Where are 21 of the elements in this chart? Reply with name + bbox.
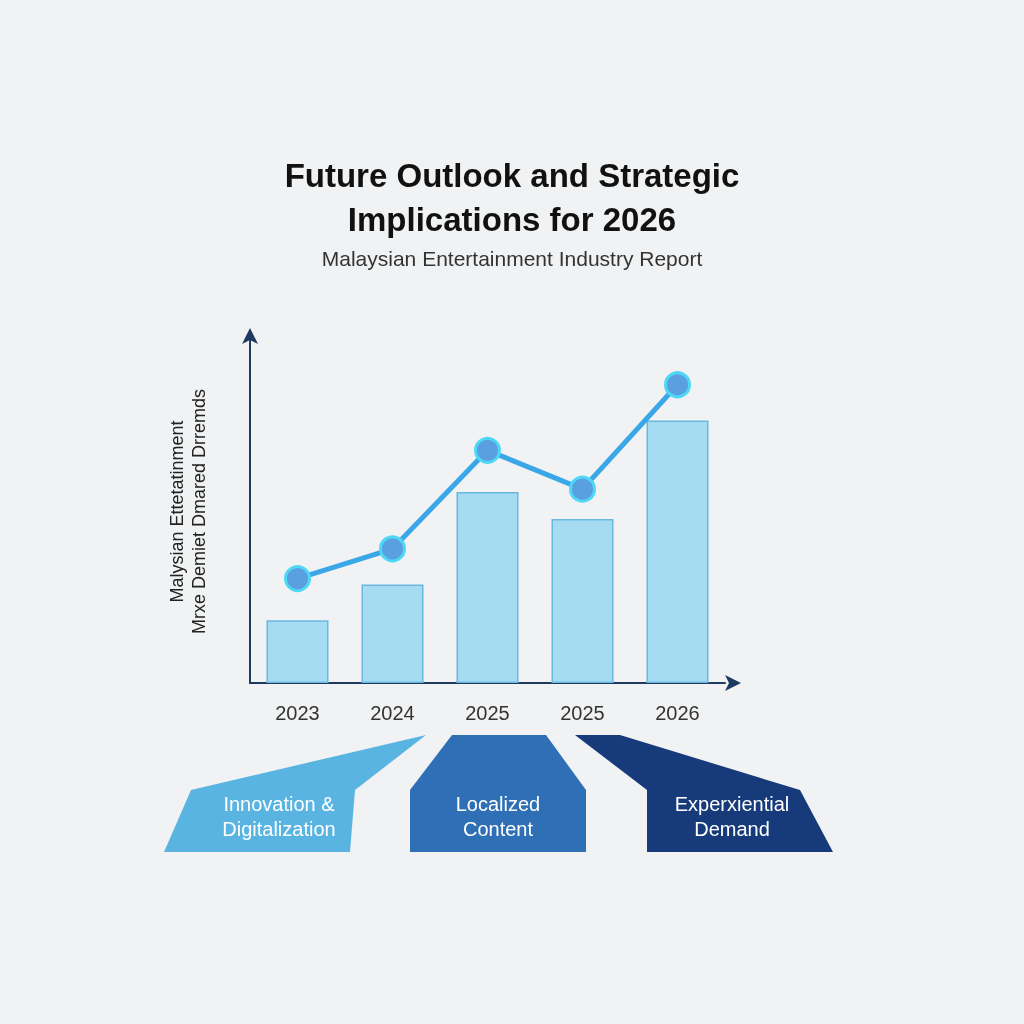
y-axis-title: Malysian Ettetatinment Mrxe Demiet Dmared Drremds: [167, 388, 209, 635]
text: Innovation & Digitalization: [221, 792, 337, 842]
x-tick-label: 2023: [275, 702, 320, 724]
bar: [361, 584, 424, 683]
x-tick-label: 2026: [655, 702, 700, 724]
point: [379, 535, 406, 563]
text: Localized Content: [454, 792, 542, 842]
bar: [456, 492, 519, 683]
point: [284, 565, 311, 593]
x-tick-label: 2025: [465, 702, 510, 724]
bar: [551, 518, 614, 683]
text: Experxiential Demand: [673, 792, 791, 842]
point: [474, 436, 501, 464]
point: [664, 371, 691, 399]
x-tick-label: 2024: [370, 702, 415, 724]
chart-title: Future Outlook and Strategic Implications for 2026: [284, 156, 740, 238]
bar: [266, 620, 329, 683]
chart-subtitle: Malaysian Entertainment Industry Report: [321, 247, 703, 270]
point: [569, 475, 596, 503]
x-tick-label: 2025: [560, 702, 605, 724]
bar: [646, 420, 709, 683]
